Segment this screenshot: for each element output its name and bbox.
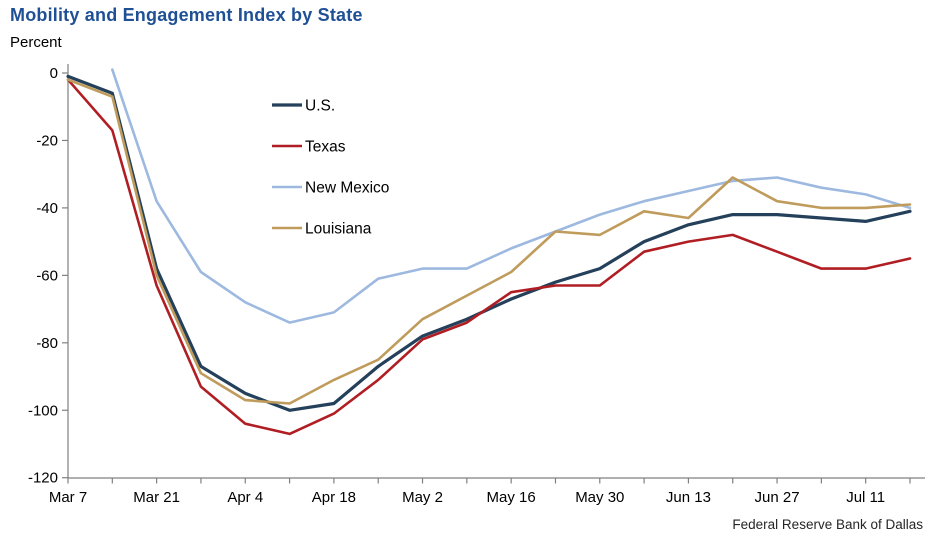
y-tick-label: -60 (36, 267, 58, 284)
source-attribution: Federal Reserve Bank of Dallas (732, 517, 923, 532)
x-tick-label: Mar 21 (133, 489, 180, 506)
x-tick-label: Jun 13 (666, 489, 711, 506)
x-tick-label: Apr 4 (227, 489, 263, 506)
series-line-louisiana (66, 78, 912, 405)
series-line-u-s (66, 74, 912, 412)
legend-label-new-mexico: New Mexico (305, 180, 389, 197)
x-tick-label: Jun 27 (755, 489, 800, 506)
y-tick-label: -120 (28, 470, 58, 487)
x-tick-label: May 30 (575, 489, 624, 506)
series-line-texas (66, 78, 912, 436)
legend-label-texas: Texas (305, 139, 346, 156)
x-tick-label: May 2 (402, 489, 443, 506)
x-tick-label: May 16 (487, 489, 536, 506)
chart-title: Mobility and Engagement Index by State (10, 5, 363, 25)
x-tick-label: Mar 7 (49, 489, 87, 506)
y-tick-label: -100 (28, 402, 58, 419)
y-tick-label: -40 (36, 200, 58, 217)
y-tick-label: -80 (36, 335, 58, 352)
series-line-new-mexico (111, 68, 912, 324)
legend-label-louisiana: Louisiana (305, 221, 372, 238)
y-axis-unit-label: Percent (10, 34, 62, 51)
y-tick-label: -20 (36, 132, 58, 149)
x-tick-label: Apr 18 (312, 489, 356, 506)
legend-label-u-s: U.S. (305, 98, 335, 115)
x-tick-label: Jul 11 (846, 489, 885, 506)
y-tick-label: 0 (50, 65, 58, 82)
